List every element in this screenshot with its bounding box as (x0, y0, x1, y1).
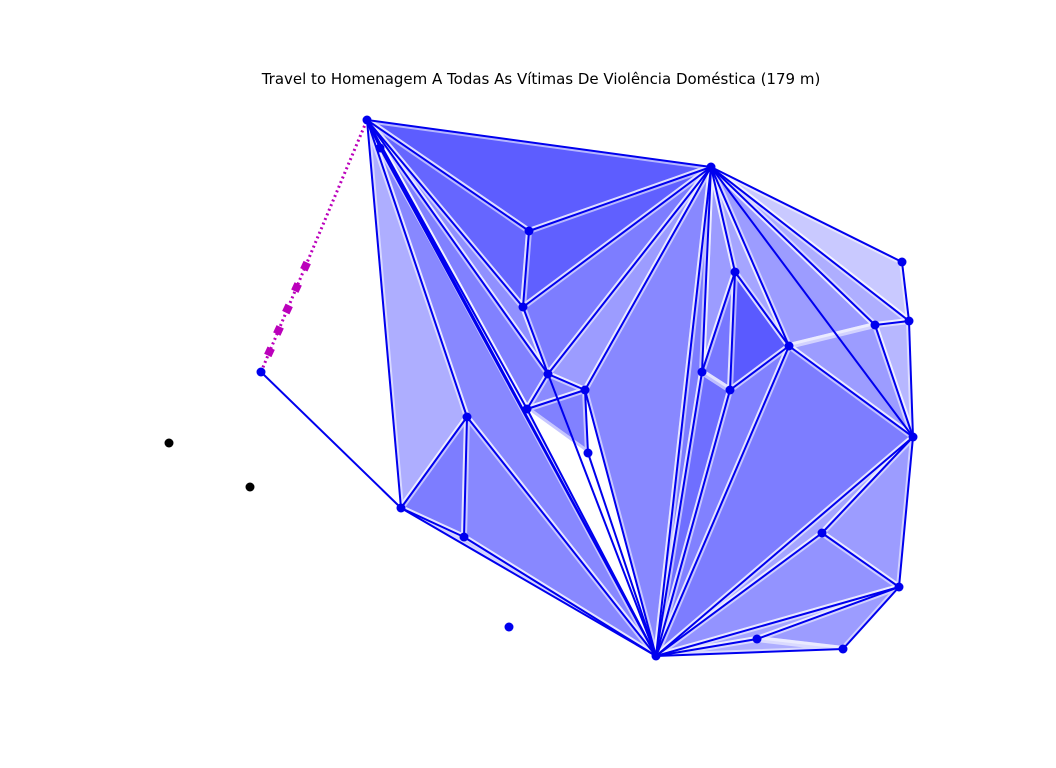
mesh-edge (400, 507, 657, 657)
mesh-edge (463, 416, 468, 538)
travel-route (259, 119, 369, 373)
mesh-edge (655, 532, 823, 657)
network-node (583, 448, 593, 458)
mesh-edge (655, 586, 900, 657)
mesh-edge (528, 166, 712, 232)
network-node (651, 651, 661, 661)
mesh-edge (874, 324, 914, 438)
route-marker (273, 325, 284, 336)
mesh-edge (734, 271, 790, 347)
mesh-edge (547, 166, 712, 375)
network-node (524, 226, 534, 236)
network-node (894, 582, 904, 592)
mesh-edge (655, 436, 914, 657)
mesh-edge (584, 389, 589, 454)
network-node (725, 385, 735, 395)
route-marker (300, 260, 311, 272)
mesh-edge (701, 166, 712, 373)
mesh-edge (526, 373, 549, 410)
network-node (522, 404, 532, 414)
mesh-edge (655, 648, 844, 657)
isolated-node (504, 622, 514, 632)
outside-point (245, 482, 255, 492)
mesh-edge (901, 261, 910, 322)
mesh-edge (463, 536, 657, 657)
mesh-edge (584, 166, 712, 391)
mesh-edge (526, 389, 586, 410)
network-node (897, 257, 907, 267)
network-node (543, 369, 553, 379)
mesh-edge (908, 320, 914, 438)
network-node (752, 634, 762, 644)
network-node (817, 528, 827, 538)
mesh-edge (710, 166, 903, 263)
network-node (580, 385, 590, 395)
mesh-edge (655, 389, 731, 657)
mesh-edge (874, 320, 910, 326)
triangulation-edges (260, 119, 914, 657)
mesh-edge (821, 532, 900, 588)
network-node (459, 532, 469, 542)
network-node (730, 267, 740, 277)
network-node (706, 162, 716, 172)
network-node (375, 143, 385, 153)
mesh-edge (729, 345, 790, 391)
mesh-edge (655, 166, 712, 657)
mesh-edge (400, 416, 468, 509)
network-node (838, 644, 848, 654)
mesh-edge (366, 119, 549, 375)
mesh-edge (584, 389, 657, 657)
mesh-edge (366, 119, 524, 308)
route-marker (264, 346, 275, 358)
network-node (904, 316, 914, 326)
mesh-edge (788, 345, 914, 438)
map-title: Travel to Homenagem A Todas As Vítimas D… (261, 70, 821, 88)
network-node (697, 367, 707, 377)
mesh-edge (756, 586, 900, 640)
network-node (462, 412, 472, 422)
mesh-edge (710, 166, 876, 326)
route-marker (282, 303, 293, 315)
mesh-edge (466, 416, 657, 657)
network-node (362, 115, 372, 125)
mesh-edge (366, 119, 468, 418)
mesh-edge (379, 147, 657, 657)
outside-point (164, 438, 174, 448)
route-marker (291, 282, 302, 293)
mesh-edge (260, 371, 402, 509)
mesh-edge (366, 119, 712, 168)
mesh-edge (710, 166, 914, 438)
network-node (396, 503, 406, 513)
network-node (784, 341, 794, 351)
mesh-edge (710, 166, 790, 347)
network-node (908, 432, 918, 442)
mesh-edge (655, 345, 790, 657)
mesh-edge (710, 166, 910, 322)
mesh-edge (655, 371, 703, 657)
network-node (256, 367, 266, 377)
mesh-edge (547, 373, 657, 657)
mesh-edge (366, 119, 381, 149)
mesh-edge (710, 166, 736, 273)
mesh-edge (547, 373, 586, 391)
network-node (518, 302, 528, 312)
mesh-edge (821, 436, 914, 534)
mesh-edge (729, 271, 736, 391)
mesh-edge (655, 638, 758, 657)
mesh-edge (366, 119, 402, 509)
mesh-edge (522, 230, 530, 308)
mesh-edge (366, 119, 530, 232)
network-nodes (164, 115, 918, 661)
mesh-edge (522, 166, 712, 308)
mesh-edge (400, 507, 465, 538)
mesh-edge (701, 271, 736, 373)
mesh-edge (587, 452, 657, 657)
mesh-edge (522, 306, 549, 375)
mesh-edge (842, 586, 900, 650)
network-node (870, 320, 880, 330)
mesh-edge (898, 436, 914, 588)
